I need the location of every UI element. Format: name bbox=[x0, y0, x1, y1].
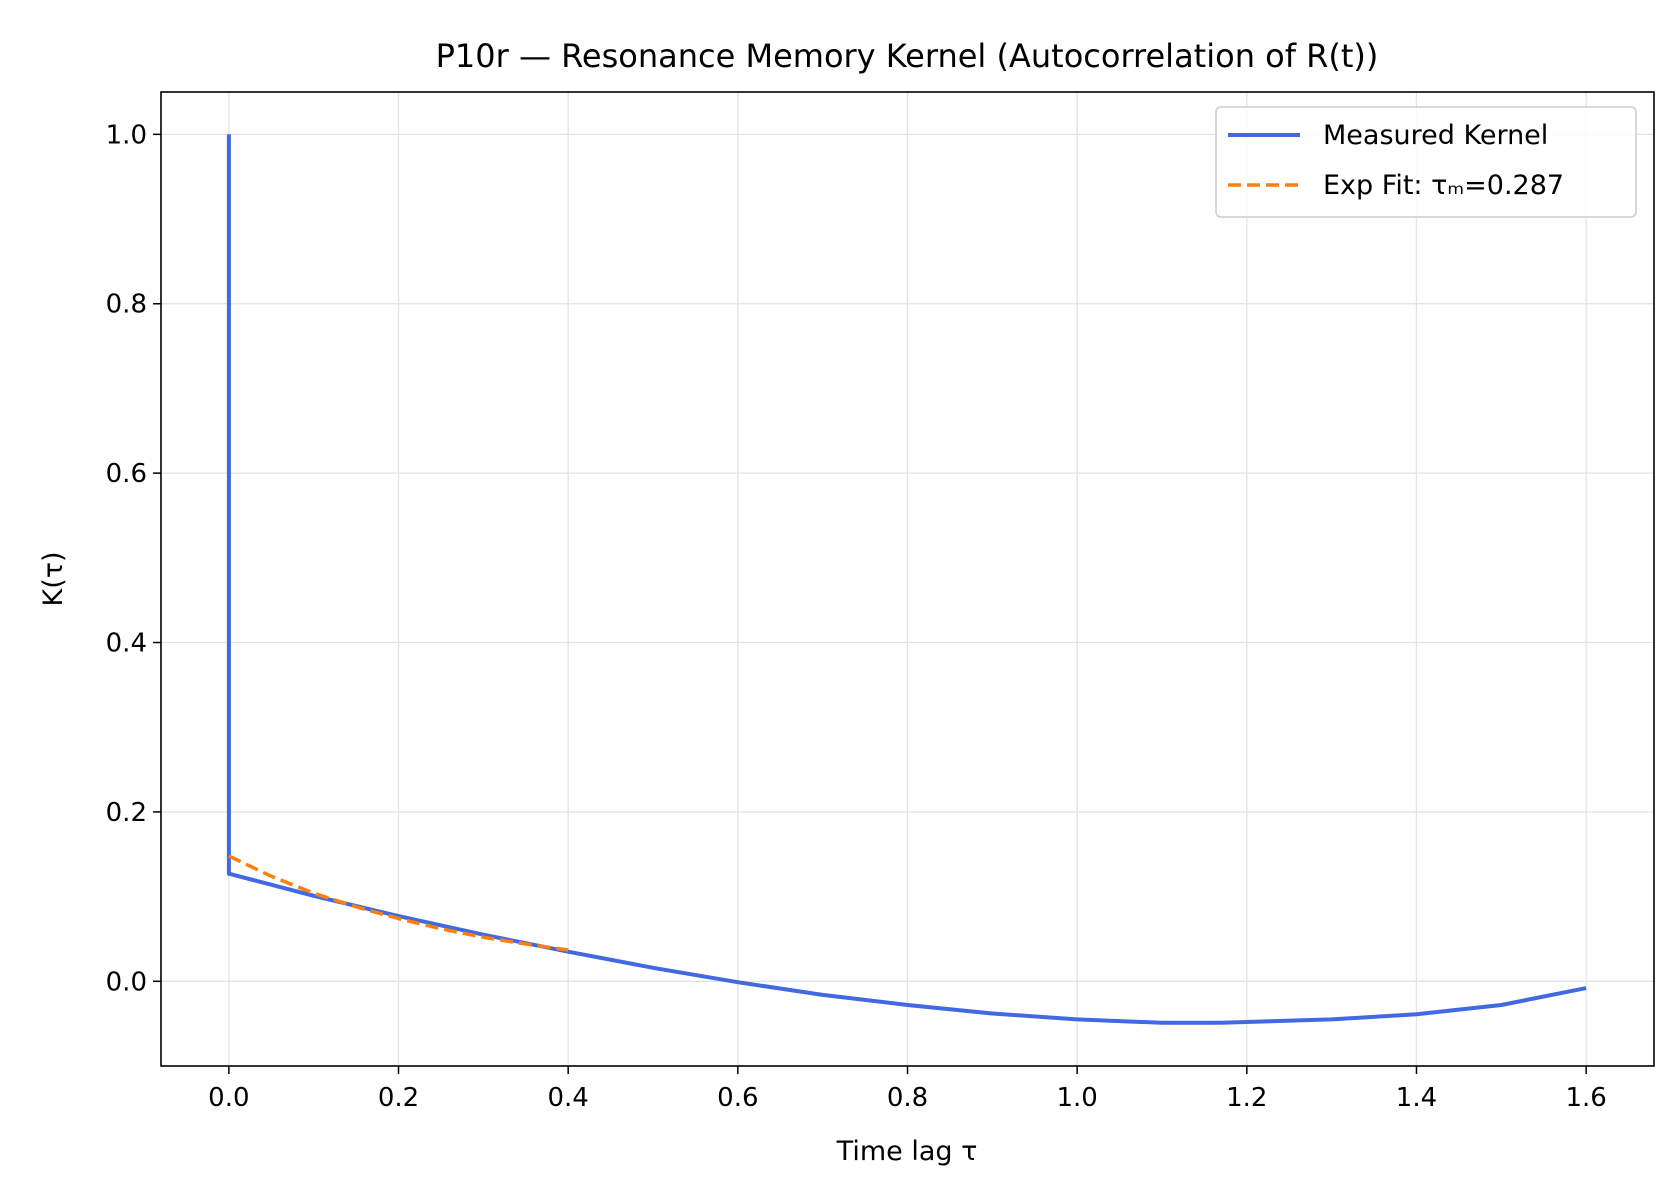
x-tick-label: 0.0 bbox=[208, 1083, 249, 1113]
chart-title: P10r — Resonance Memory Kernel (Autocorr… bbox=[436, 37, 1379, 75]
y-axis-ticks: 0.0 0.2 0.4 0.6 0.8 1.0 bbox=[106, 120, 161, 997]
grid bbox=[161, 92, 1654, 1066]
x-tick-label: 0.6 bbox=[717, 1083, 758, 1113]
y-tick-label: 0.2 bbox=[106, 798, 147, 828]
x-axis-label: Time lag τ bbox=[836, 1136, 978, 1167]
series-line-measured-kernel bbox=[226, 134, 1587, 1025]
x-axis-ticks: 0.0 0.2 0.4 0.6 0.8 1.0 1.2 1.4 1.6 bbox=[208, 1066, 1607, 1113]
x-tick-label: 1.6 bbox=[1565, 1083, 1606, 1113]
series-line-exp-fit bbox=[228, 854, 569, 952]
y-tick-label: 0.4 bbox=[106, 629, 147, 659]
x-tick-label: 1.2 bbox=[1226, 1083, 1267, 1113]
y-tick-label: 0.6 bbox=[106, 459, 147, 489]
x-tick-label: 0.8 bbox=[887, 1083, 928, 1113]
y-tick-label: 1.0 bbox=[106, 120, 147, 150]
x-tick-label: 1.4 bbox=[1396, 1083, 1437, 1113]
legend: Measured Kernel Exp Fit: τₘ=0.287 bbox=[1215, 106, 1637, 218]
legend-label-measured: Measured Kernel bbox=[1323, 120, 1548, 151]
x-tick-label: 0.2 bbox=[378, 1083, 419, 1113]
x-tick-label: 1.0 bbox=[1056, 1083, 1097, 1113]
y-tick-label: 0.0 bbox=[106, 967, 147, 997]
legend-label-fit: Exp Fit: τₘ=0.287 bbox=[1323, 170, 1564, 201]
y-tick-label: 0.8 bbox=[106, 290, 147, 320]
y-axis-label: K(τ) bbox=[38, 551, 69, 606]
legend-box bbox=[1215, 106, 1637, 218]
x-tick-label: 0.4 bbox=[548, 1083, 589, 1113]
series-layer bbox=[226, 134, 1587, 1025]
